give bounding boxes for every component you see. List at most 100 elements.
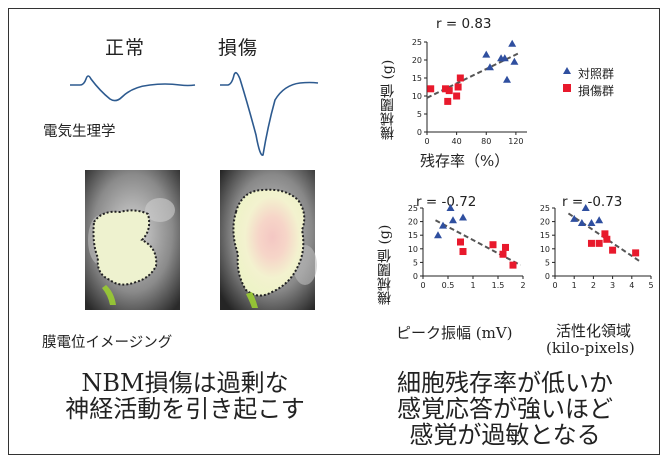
point-injury — [456, 74, 464, 82]
y-tick-label: 15 — [540, 231, 550, 240]
y-tick-label: 25 — [540, 204, 550, 213]
y-tick-label: 25 — [408, 204, 418, 213]
point-injury — [442, 85, 450, 93]
point-injury — [499, 250, 507, 258]
point-injury — [509, 261, 517, 269]
y-tick-label: 10 — [540, 245, 550, 254]
point-injury — [489, 241, 497, 249]
point-injury — [453, 92, 461, 100]
conclusion-left: NBM損傷は過剰な 神経活動を引き起こす — [40, 370, 330, 422]
point-injury — [427, 85, 435, 93]
point-control — [595, 216, 604, 224]
point-control — [587, 218, 596, 226]
chart3: 0 1 2 3 4 5 0 5 10 15 20 25 — [540, 204, 654, 290]
y-tick-label: 20 — [540, 218, 550, 227]
point-control — [508, 39, 517, 47]
legend-control: 対照群 — [578, 67, 615, 81]
point-control — [510, 57, 519, 65]
trace-injury — [220, 71, 319, 156]
trace-normal — [70, 75, 196, 102]
y-tick-label: 10 — [412, 92, 422, 101]
y-tick-label: 5 — [417, 110, 422, 119]
y-tick-label: 5 — [413, 258, 418, 267]
chart1-xlabel: 残存率（%） — [420, 152, 510, 170]
point-injury — [457, 238, 464, 246]
y-tick-label: 25 — [412, 38, 422, 47]
vsd-image-normal — [85, 170, 180, 310]
point-control — [482, 50, 491, 58]
point-injury — [609, 246, 617, 254]
point-control — [503, 75, 511, 83]
trend-line — [435, 219, 521, 267]
point-injury — [454, 83, 462, 91]
y-tick-label: 0 — [545, 272, 550, 281]
x-tick-label: 120 — [508, 137, 523, 146]
x-tick-label: 1 — [572, 281, 577, 290]
y-tick-label: 15 — [408, 231, 418, 240]
point-injury — [587, 239, 595, 247]
chart2-r: r = -0.72 — [416, 194, 477, 210]
x-tick-label: 0 — [552, 281, 557, 290]
conclusion-right: 細胞残存率が低いか 感覚応答が強いほど 感覚が過敏となる — [355, 370, 655, 448]
x-tick-label: 2 — [591, 281, 596, 290]
chart3-xlabel2: (kilo-pixels) — [546, 339, 635, 357]
conclusion-right-line1: 細胞残存率が低いか — [397, 369, 613, 397]
x-tick-label: 40 — [452, 137, 462, 146]
legend-injury-marker — [563, 84, 571, 92]
point-injury — [632, 249, 640, 257]
point-control — [459, 213, 467, 221]
point-control — [446, 204, 455, 211]
y-tick-label: 0 — [413, 272, 418, 281]
y-tick-label: 15 — [412, 74, 422, 83]
point-injury — [445, 87, 453, 95]
x-tick-label: 0 — [424, 137, 429, 146]
point-control — [581, 204, 590, 211]
point-control — [500, 54, 509, 62]
vsd-images — [85, 170, 317, 310]
point-injury — [459, 248, 467, 256]
figure-border — [8, 8, 660, 455]
x-tick-label: 3 — [610, 281, 615, 290]
label-electrophysiology: 電気生理学 — [43, 124, 116, 140]
conclusion-left-line1: NBM損傷は過剰な — [81, 369, 289, 397]
electrophysiology-traces — [70, 71, 319, 156]
vsd-image-injury — [220, 170, 317, 310]
x-tick-label: 0 — [420, 281, 425, 290]
point-injury — [502, 243, 509, 251]
chart1-r: r = 0.83 — [436, 16, 492, 32]
legend-control-marker — [563, 67, 571, 74]
chart2-xlabel: ピーク振幅 (mV) — [396, 324, 513, 342]
point-control — [570, 214, 579, 222]
conclusion-left-line2: 神経活動を引き起こす — [65, 395, 305, 423]
x-tick-label: 80 — [481, 137, 491, 146]
legend-markers — [563, 67, 571, 92]
chart2-ylabel: 機械閾値 (g) — [377, 224, 393, 306]
point-control — [485, 63, 494, 71]
y-tick-label: 5 — [545, 258, 550, 267]
point-injury — [603, 235, 611, 243]
label-vsd-imaging: 膜電位イメージング — [42, 335, 173, 351]
y-tick-label: 20 — [408, 218, 418, 227]
point-control — [439, 221, 447, 229]
label-injury: 損傷 — [218, 37, 259, 59]
point-injury — [601, 230, 609, 238]
y-tick-label: 20 — [412, 56, 422, 65]
x-tick-label: 0.5 — [442, 281, 455, 290]
y-tick-label: 10 — [408, 245, 418, 254]
legend-injury: 損傷群 — [578, 84, 615, 98]
label-normal: 正常 — [105, 37, 146, 59]
point-control — [577, 218, 586, 226]
conclusion-right-line3: 感覚が過敏となる — [409, 421, 601, 449]
x-tick-label: 5 — [648, 281, 653, 290]
chart3-r: r = -0.73 — [562, 194, 623, 210]
chart3-xlabel: 活性化領域 — [556, 322, 632, 340]
point-control — [434, 231, 442, 239]
x-tick-label: 2 — [520, 281, 525, 290]
chart1: 0 40 80 120 0 5 10 15 20 25 — [412, 38, 527, 146]
point-injury — [595, 239, 603, 247]
x-tick-label: 4 — [629, 281, 634, 290]
conclusion-right-line2: 感覚応答が強いほど — [397, 395, 613, 423]
x-tick-label: 1 — [470, 281, 475, 290]
